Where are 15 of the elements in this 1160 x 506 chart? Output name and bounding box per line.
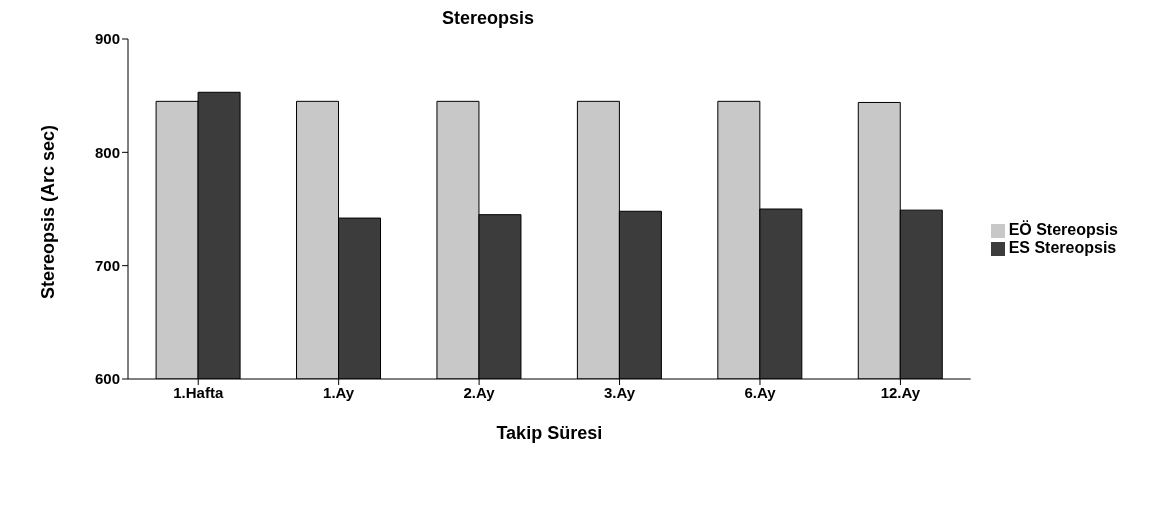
x-tick-label: 12.Ay [880, 383, 921, 401]
y-tick-label: 800 [94, 143, 120, 161]
x-tick-label: 1.Hafta [173, 383, 224, 401]
x-tick-label: 3.Ay [603, 383, 636, 401]
y-tick-label: 900 [94, 30, 120, 48]
legend-label: ES Stereopsis [1008, 239, 1117, 256]
x-tick-label: 2.Ay [463, 383, 496, 401]
legend-label: EÖ Stereopsis [1008, 221, 1118, 238]
x-tick-label: 1.Ay [323, 383, 355, 401]
y-tick-label: 700 [94, 256, 120, 274]
x-tick-label: 6.Ay [744, 383, 777, 401]
y-axis-title: Stereopsis (Arc sec) [38, 124, 59, 299]
x-axis-title: Takip Süresi [496, 423, 603, 443]
y-tick-label: 600 [94, 370, 120, 388]
chart-title: Stereopsis [440, 8, 535, 29]
